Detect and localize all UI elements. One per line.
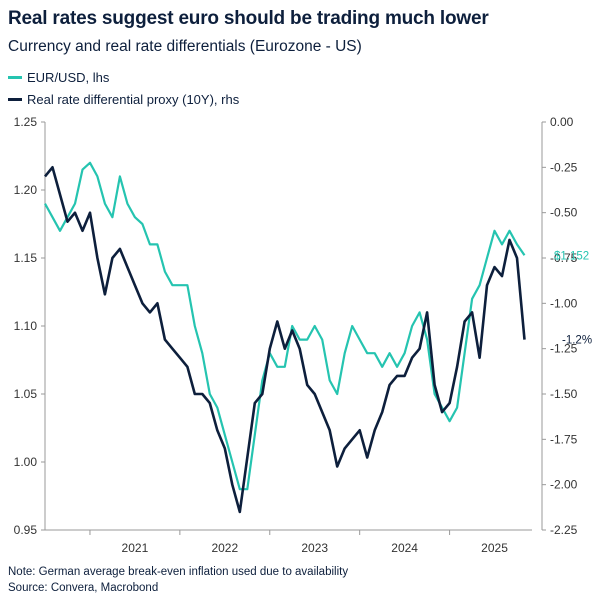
right-tick-label: -1.75 [550, 432, 578, 446]
left-tick-label: 1.15 [14, 251, 38, 265]
end-label-real-rate: -1.2% [562, 335, 592, 347]
right-tick-label: -0.75 [550, 251, 578, 265]
right-tick-label: -2.25 [550, 523, 578, 537]
right-tick-label: -1.50 [550, 387, 578, 401]
series-line-real-rate [43, 166, 526, 514]
end-label-eurusd: $1.152 [554, 250, 589, 262]
chart-title: Real rates suggest euro should be tradin… [8, 8, 489, 29]
right-tick-label: 0.00 [550, 115, 574, 129]
x-tick-label: 2021 [122, 541, 149, 555]
legend-label-real-rate: Real rate differential proxy (10Y), rhs [27, 92, 240, 107]
right-tick-label: -0.50 [550, 206, 578, 220]
legend-swatch-eurusd [8, 76, 22, 79]
left-tick-label: 1.20 [14, 183, 38, 197]
source-text: Source: Convera, Macrobond [8, 582, 159, 594]
legend-item-eurusd: EUR/USD, lhs [8, 70, 109, 85]
right-tick-label: -1.00 [550, 296, 578, 310]
legend-swatch-real-rate [8, 98, 22, 101]
legend-label-eurusd: EUR/USD, lhs [27, 70, 110, 85]
right-tick-label: -1.25 [550, 342, 578, 356]
series-line-eurusd [44, 161, 526, 491]
chart-subtitle: Currency and real rate differentials (Eu… [8, 38, 362, 55]
x-tick-label: 2023 [301, 541, 328, 555]
left-tick-label: 1.10 [14, 319, 38, 333]
right-tick-label: -2.00 [550, 478, 578, 492]
x-tick-label: 2022 [211, 541, 238, 555]
note-text: Note: German average break-even inflatio… [8, 566, 349, 578]
left-tick-label: 0.95 [14, 523, 38, 537]
legend-item-real-rate: Real rate differential proxy (10Y), rhs [8, 92, 239, 107]
x-tick-label: 2024 [391, 541, 418, 555]
left-tick-label: 1.25 [14, 115, 38, 129]
x-tick-label: 2025 [481, 541, 508, 555]
left-tick-label: 1.00 [14, 455, 38, 469]
left-tick-label: 1.05 [14, 387, 38, 401]
right-tick-label: -0.25 [550, 160, 578, 174]
